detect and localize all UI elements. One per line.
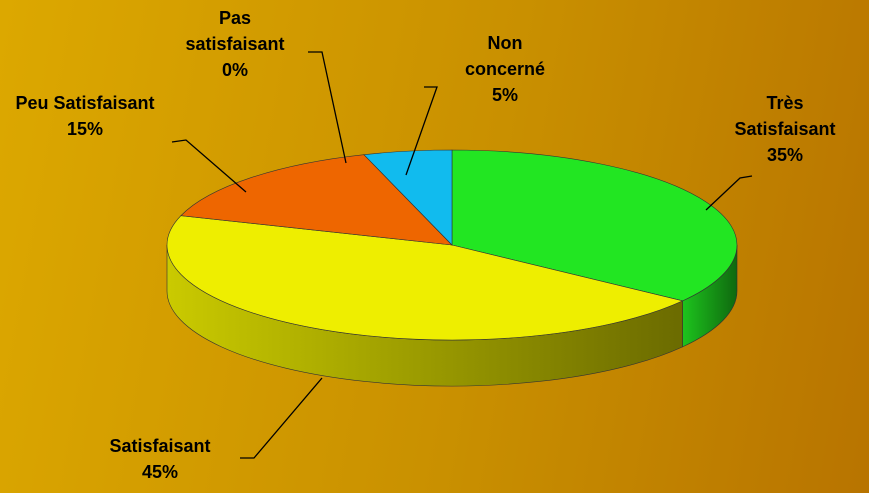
value-label: 5% (491, 85, 518, 105)
slice (363, 149, 453, 246)
slice-label: Non concerné 5% (445, 30, 565, 108)
slice (180, 154, 453, 246)
leader-line (405, 86, 438, 176)
slice-label: Peu Satisfaisant 15% (15, 90, 155, 142)
slice-label: Pas satisfaisant 0% (175, 5, 295, 83)
category-name: Pas satisfaisant (185, 8, 285, 54)
value-label: 15% (66, 119, 104, 139)
leader-line (308, 51, 347, 164)
leader-line (240, 377, 323, 459)
category-name: Satisfaisant (109, 436, 211, 456)
category-name: Peu Satisfaisant (15, 93, 155, 113)
slice (451, 149, 738, 302)
category-name: Très Satisfaisant (734, 93, 836, 139)
value-label: 35% (766, 145, 804, 165)
slice-label: Satisfaisant 45% (50, 433, 270, 485)
value-label: 45% (141, 462, 179, 482)
leader-line (171, 139, 247, 193)
slice-label: Très Satisfaisant 35% (720, 90, 850, 168)
slice (166, 215, 684, 341)
leader-line (705, 175, 753, 211)
value-label: 0% (221, 60, 248, 80)
category-name: Non concerné (464, 33, 546, 79)
slices (166, 149, 738, 387)
